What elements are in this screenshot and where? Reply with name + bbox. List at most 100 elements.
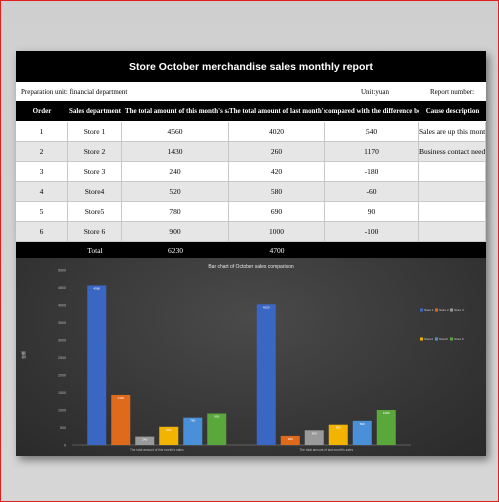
header-sales-department: Sales department [69,107,121,115]
order-cell: 6 [16,222,68,241]
legend-label: Store4 [424,337,433,341]
y-axis-label: 金额 [20,351,26,359]
bar-value-label: 260 [288,437,293,441]
bar [111,394,131,445]
this-month-cell: 4560 [122,122,229,141]
legend-swatch [435,337,438,341]
last-month-cell: 420 [229,162,325,181]
table-row: 2 Store 2 1430 260 1170 Business contact need… [16,142,486,162]
legend-swatch [450,337,453,341]
difference-cell: -60 [325,182,419,201]
preparation-unit: Preparation unit: financial department [21,88,128,96]
order-cell: 2 [16,142,68,161]
legend-label: Store 2 [439,308,449,312]
header-cause: Cause description [425,107,480,115]
cause-cell [419,202,486,221]
legend-label: Store5 [439,337,448,341]
chart-title: Bar chart of October sales comparison [208,264,294,270]
legend-label: Store 1 [424,308,434,312]
bar [87,285,107,445]
difference-cell: 90 [325,202,419,221]
table-row: 3 Store 3 240 420 -180 [16,162,486,182]
total-last-month: 4700 [269,245,285,255]
this-month-cell: 900 [122,222,229,241]
report-meta-row: Preparation unit: financial department U… [16,82,486,101]
last-month-cell: 690 [229,202,325,221]
bar-value-label: 4560 [93,286,100,290]
bar-value-label: 420 [312,431,317,435]
y-tick-label: 3000 [58,339,66,343]
chart-svg: Bar chart of October sales comparison 金额 0… [20,264,464,452]
x-category-label: The total amount of this month's sales [130,448,184,452]
header-order: Order [32,107,52,115]
order-cell: 5 [16,202,68,221]
legend-swatch [435,308,438,312]
legend-swatch [420,308,423,312]
last-month-cell: 580 [229,182,325,201]
bar-value-label: 1000 [383,411,390,415]
bar [328,424,348,445]
legend-label: Store 3 [454,308,464,312]
bar [352,420,372,445]
bar [304,430,324,445]
header-last-month: The total amount of last month's sales [229,107,325,115]
this-month-cell: 240 [122,162,229,181]
report-sheet: Store October merchandise sales monthly … [16,51,486,456]
last-month-cell: 1000 [229,222,325,241]
difference-cell: -100 [325,222,419,241]
cause-cell [419,182,486,201]
legend-swatch [450,308,453,312]
bar [280,435,300,445]
table-row: 5 Store5 780 690 90 [16,202,486,222]
department-cell: Store 2 [68,142,122,161]
order-cell: 4 [16,182,68,201]
total-row: Total 6230 4700 [16,242,486,258]
total-label: Total [87,245,103,255]
bar-value-label: 1430 [117,396,124,400]
y-tick-label: 5000 [58,269,66,273]
x-category-label: The total amount of last month's sales [299,448,353,452]
bar [159,426,179,445]
cause-cell [419,162,486,181]
difference-cell: -180 [325,162,419,181]
header-difference: compared with the difference between [325,107,419,115]
table-row: 6 Store 6 900 1000 -100 [16,222,486,242]
header-this-month: The total amount of this month's sales [125,107,229,115]
difference-cell: 540 [325,122,419,141]
y-tick-label: 1500 [58,391,66,395]
department-cell: Store 6 [68,222,122,241]
report-title: Store October merchandise sales monthly … [16,51,486,82]
bar [376,410,396,445]
bar [135,436,155,445]
y-tick-label: 4500 [58,286,66,290]
y-tick-label: 2500 [58,356,66,360]
y-tick-label: 3500 [58,321,66,325]
legend-swatch [420,337,423,341]
table-row: 4 Store4 520 580 -60 [16,182,486,202]
y-tick-label: 4000 [58,304,66,308]
total-this-month: 6230 [168,245,183,255]
bar [207,413,227,445]
bar-value-label: 900 [214,415,219,419]
this-month-cell: 1430 [122,142,229,161]
cause-cell: Sales are up this month [419,122,486,141]
bar [183,417,203,445]
last-month-cell: 4020 [229,122,325,141]
this-month-cell: 520 [122,182,229,201]
bar-value-label: 240 [142,438,147,442]
y-tick-label: 0 [64,444,66,448]
last-month-cell: 260 [229,142,325,161]
legend-label: Store 6 [454,337,464,341]
department-cell: Store4 [68,182,122,201]
bar-value-label: 520 [166,428,171,432]
order-cell: 3 [16,162,68,181]
bar-value-label: 4020 [263,305,270,309]
bar-value-label: 580 [336,426,341,430]
report-number-label: Report number: [430,88,475,96]
bar-value-label: 780 [190,419,195,423]
sales-comparison-chart: Bar chart of October sales comparison 金额 0… [16,258,486,456]
y-tick-label: 2000 [58,374,66,378]
y-tick-label: 1000 [58,409,66,413]
department-cell: Store5 [68,202,122,221]
y-tick-label: 500 [60,426,66,430]
